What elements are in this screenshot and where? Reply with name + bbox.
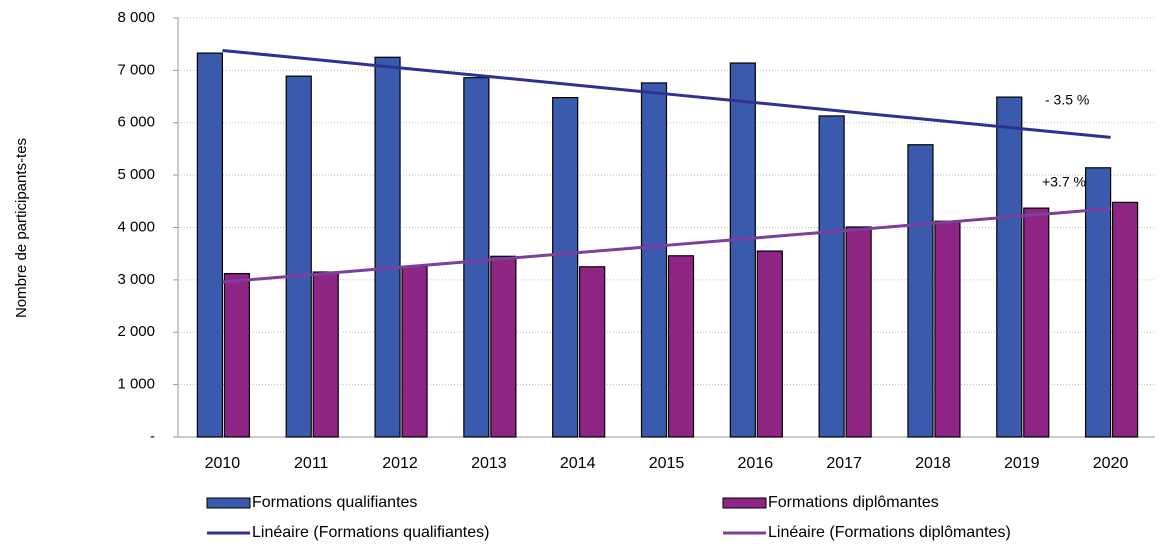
x-tick-label: 2012 [382, 455, 418, 472]
x-tick-label: 2017 [826, 455, 862, 472]
x-tick-label: 2011 [294, 455, 329, 472]
y-tick-label: 5 000 [117, 166, 155, 183]
legend-swatch [722, 497, 767, 509]
trend-line [222, 207, 1111, 284]
bar [463, 77, 490, 438]
y-tick-label: - [150, 428, 155, 445]
legend-label: Formations qualifiantes [252, 494, 417, 511]
bar [552, 97, 579, 438]
bar [579, 266, 606, 438]
y-tick-label: 6 000 [117, 114, 155, 131]
x-tick-label: 2015 [649, 455, 685, 472]
trend-line [222, 48, 1111, 139]
legend-label: Formations diplômantes [768, 494, 939, 511]
x-tick-label: 2013 [471, 455, 507, 472]
y-tick-label: 1 000 [117, 376, 155, 393]
y-tick-label: 8 000 [117, 9, 155, 26]
y-tick-label: 4 000 [117, 218, 155, 235]
legend-label: Linéaire (Formations diplômantes) [768, 524, 1011, 541]
bar [312, 271, 339, 438]
bar [996, 96, 1023, 438]
bar [729, 62, 756, 438]
bar [640, 82, 668, 438]
annotation: - 3.5 % [1045, 92, 1089, 108]
x-tick-label: 2019 [1004, 455, 1040, 472]
bar [196, 52, 224, 438]
y-axis-label: Nombre de participants-tes [13, 138, 30, 318]
legend-swatch [206, 497, 251, 509]
bar [756, 250, 783, 438]
legend-label: Linéaire (Formations qualifiantes) [252, 524, 489, 541]
y-tick-label: 3 000 [117, 271, 155, 288]
x-tick-label: 2014 [560, 455, 596, 472]
bar [490, 255, 517, 438]
x-tick-label: 2016 [738, 455, 774, 472]
bar [845, 226, 872, 438]
bar [401, 265, 428, 438]
annotation: +3.7 % [1042, 174, 1086, 190]
bar [667, 255, 695, 438]
bar [907, 144, 934, 438]
bar [818, 115, 845, 438]
bar [934, 220, 961, 438]
y-tick-label: 2 000 [117, 323, 155, 340]
bar [223, 272, 251, 438]
bar [1084, 167, 1112, 438]
bar [285, 75, 312, 438]
x-tick-label: 2020 [1093, 455, 1129, 472]
y-tick-label: 7 000 [117, 61, 155, 78]
bar [374, 56, 401, 438]
bar [1023, 207, 1050, 438]
bar [1111, 201, 1139, 438]
x-tick-label: 2018 [915, 455, 951, 472]
x-tick-label: 2010 [205, 455, 241, 472]
